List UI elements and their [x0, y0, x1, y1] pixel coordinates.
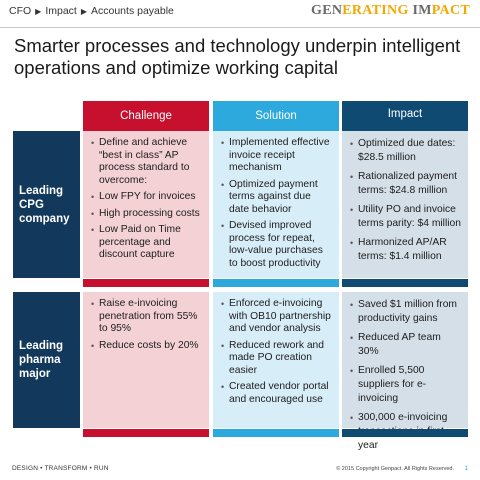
list-item: High processing costs [91, 208, 203, 221]
row-divider-strip [342, 279, 468, 287]
column-header-challenge: Challenge [83, 101, 209, 131]
list-item: Low FPY for invoices [91, 191, 203, 204]
list-item: Reduced rework and made PO creation easi… [221, 340, 333, 378]
top-bar: CFO ▶ Impact ▶ Accounts payable GENERATI… [0, 0, 480, 24]
brand-logo: GENERATING IMPACT [311, 3, 470, 19]
page-number: 1 [464, 465, 468, 472]
list-item: Created vendor portal and encouraged use [221, 381, 333, 406]
brand-text: GEN [311, 3, 343, 18]
list-item: Saved $1 million from productivity gains [350, 298, 462, 326]
breadcrumb-item[interactable]: Accounts payable [91, 5, 174, 17]
breadcrumb-item[interactable]: Impact [45, 5, 77, 17]
list-item: Reduce costs by 20% [91, 340, 203, 353]
list-item: Raise e-invoicing penetration from 55% t… [91, 298, 203, 336]
row-divider-strip [83, 279, 209, 287]
cell-challenge-cpg: Define and achieve “best in class” AP pr… [83, 131, 209, 278]
breadcrumb-item[interactable]: CFO [9, 5, 32, 17]
list-item: Rationalized payment terms: $24.8 millio… [350, 170, 462, 198]
row-divider-strip [83, 429, 209, 437]
cell-solution-pharma: Enforced e-invoicing with OB10 partnersh… [213, 292, 339, 428]
row-divider-strip [213, 279, 339, 287]
cell-challenge-pharma: Raise e-invoicing penetration from 55% t… [83, 292, 209, 428]
list-item: Enforced e-invoicing with OB10 partnersh… [221, 298, 333, 336]
footer-tagline: DESIGN • TRANSFORM • RUN [12, 465, 109, 472]
list-item: Reduced AP team 30% [350, 331, 462, 359]
list-item: Enrolled 5,500 suppliers for e-invoicing [350, 364, 462, 406]
list-item: Utility PO and invoice terms parity: $4 … [350, 203, 462, 231]
cell-impact-cpg: Optimized due dates: $28.5 million Ratio… [342, 131, 468, 278]
cell-solution-cpg: Implemented effective invoice receipt me… [213, 131, 339, 278]
breadcrumb: CFO ▶ Impact ▶ Accounts payable [9, 5, 174, 17]
triangle-right-icon: ▶ [80, 6, 87, 16]
list-item: Harmonized AP/AR terms: $1.4 million [350, 236, 462, 264]
footer-copyright: © 2015 Copyright Genpact. All Rights Res… [336, 466, 454, 472]
list-item: Devised improved process for repeat, low… [221, 220, 333, 270]
header-divider [0, 27, 480, 28]
column-header-impact: Impact [342, 101, 468, 131]
page-title: Smarter processes and technology underpi… [14, 35, 461, 78]
row-label-cpg: Leading CPG company [13, 131, 80, 278]
brand-text: ERATING [342, 3, 409, 18]
list-item: Optimized payment terms against due date… [221, 179, 333, 217]
triangle-right-icon: ▶ [35, 6, 42, 16]
column-header-solution: Solution [213, 101, 339, 131]
brand-text: IM [408, 3, 432, 18]
list-item: Implemented effective invoice receipt me… [221, 137, 333, 175]
row-label-pharma: Leading pharma major [13, 292, 80, 428]
list-item: Optimized due dates: $28.5 million [350, 137, 462, 165]
brand-text: PACT [431, 3, 470, 18]
row-divider-strip [213, 429, 339, 437]
list-item: Define and achieve “best in class” AP pr… [91, 137, 203, 187]
cell-impact-pharma: Saved $1 million from productivity gains… [342, 292, 468, 451]
list-item: Low Paid on Time percentage and discount… [91, 224, 203, 262]
row-divider-strip [342, 429, 468, 437]
